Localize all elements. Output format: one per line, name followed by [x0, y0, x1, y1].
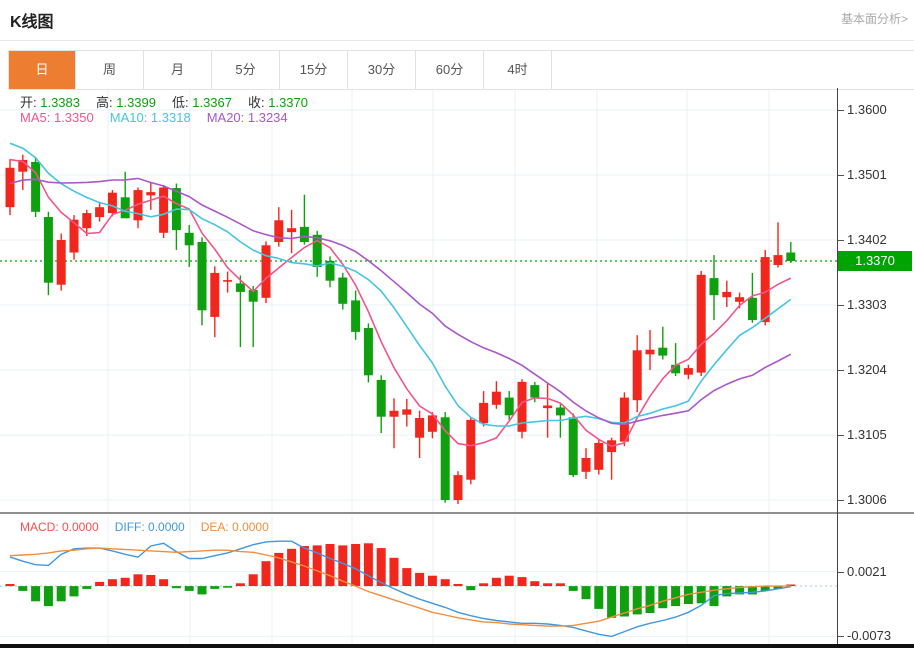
bottom-bar	[0, 644, 914, 648]
axis-tick	[838, 571, 844, 573]
axis-tick	[838, 109, 844, 111]
fundamental-analysis-link[interactable]: 基本面分析>	[840, 12, 908, 26]
interval-tabs: 日周月 5分 15分 30分 60分 4时	[8, 50, 914, 90]
price-tick-label: 1.3501	[847, 167, 887, 182]
price-tick-label: 1.3600	[847, 101, 887, 117]
price-tick-label: 1.3303	[847, 297, 887, 313]
panel-separator	[0, 512, 914, 514]
axis-tick	[838, 240, 844, 242]
macd-legend-item: MACD: 0.0000	[20, 520, 99, 534]
axis-tick	[838, 370, 844, 372]
ma-legend-item: MA5: 1.3350	[20, 110, 94, 125]
ma-legend-item: MA20: 1.3234	[206, 110, 288, 125]
macd-tick-label: 0.0021	[847, 563, 887, 579]
page-title: K线图	[10, 14, 54, 31]
candles	[5, 154, 796, 504]
price-tick-label: 1.3204	[847, 362, 887, 378]
ohlc-legend-item: 低: 1.3367	[172, 95, 232, 110]
diff-line	[9, 540, 791, 638]
tab-15分[interactable]: 15分	[280, 51, 348, 89]
macd-legend-item: DIFF: 0.0000	[114, 520, 185, 534]
axis-tick	[838, 435, 844, 437]
ohlc-legend-item: 高: 1.3399	[96, 95, 156, 110]
ma-legend: MA5: 1.3350 MA10: 1.3318 MA20: 1.3234	[20, 110, 304, 125]
ohlc-legend-item: 收: 1.3370	[248, 95, 308, 110]
price-tick-label: 1.3105	[847, 427, 887, 443]
tab-60分[interactable]: 60分	[416, 51, 484, 89]
ohlc-legend: 开: 1.3383 高: 1.3399 低: 1.3367 收: 1.3370	[20, 92, 324, 111]
current-price-badge: 1.3370	[838, 251, 912, 272]
macd-chart[interactable]	[0, 515, 838, 644]
axis-tick	[838, 305, 844, 307]
ma20-line	[9, 177, 792, 426]
macd-legend: MACD: 0.0000 DIFF: 0.0000 DEA: 0.0000	[20, 520, 285, 534]
dea-line	[9, 547, 791, 627]
macd-tick-label: -0.0073	[847, 628, 892, 644]
tab-30分[interactable]: 30分	[348, 51, 416, 89]
tab-5分[interactable]: 5分	[212, 51, 280, 89]
ma10-line	[9, 142, 792, 427]
tab-周[interactable]: 周	[76, 51, 144, 89]
price-tick-label: 1.3402	[847, 232, 887, 248]
ohlc-legend-item: 开: 1.3383	[20, 95, 80, 110]
price-axis-line	[837, 88, 838, 645]
macd-legend-item: DEA: 0.0000	[200, 520, 269, 534]
ma5-line	[9, 158, 792, 448]
tab-月[interactable]: 月	[144, 51, 212, 89]
header-divider	[0, 40, 914, 41]
axis-tick	[838, 175, 844, 176]
tab-日[interactable]: 日	[8, 51, 76, 89]
price-tick-label: 1.3006	[847, 492, 887, 508]
tab-4时[interactable]: 4时	[484, 51, 552, 89]
axis-tick	[838, 636, 844, 638]
main-candlestick-chart[interactable]	[0, 88, 838, 513]
macd-histogram	[5, 543, 796, 618]
axis-tick	[838, 500, 844, 502]
ma-legend-item: MA10: 1.3318	[109, 110, 191, 125]
